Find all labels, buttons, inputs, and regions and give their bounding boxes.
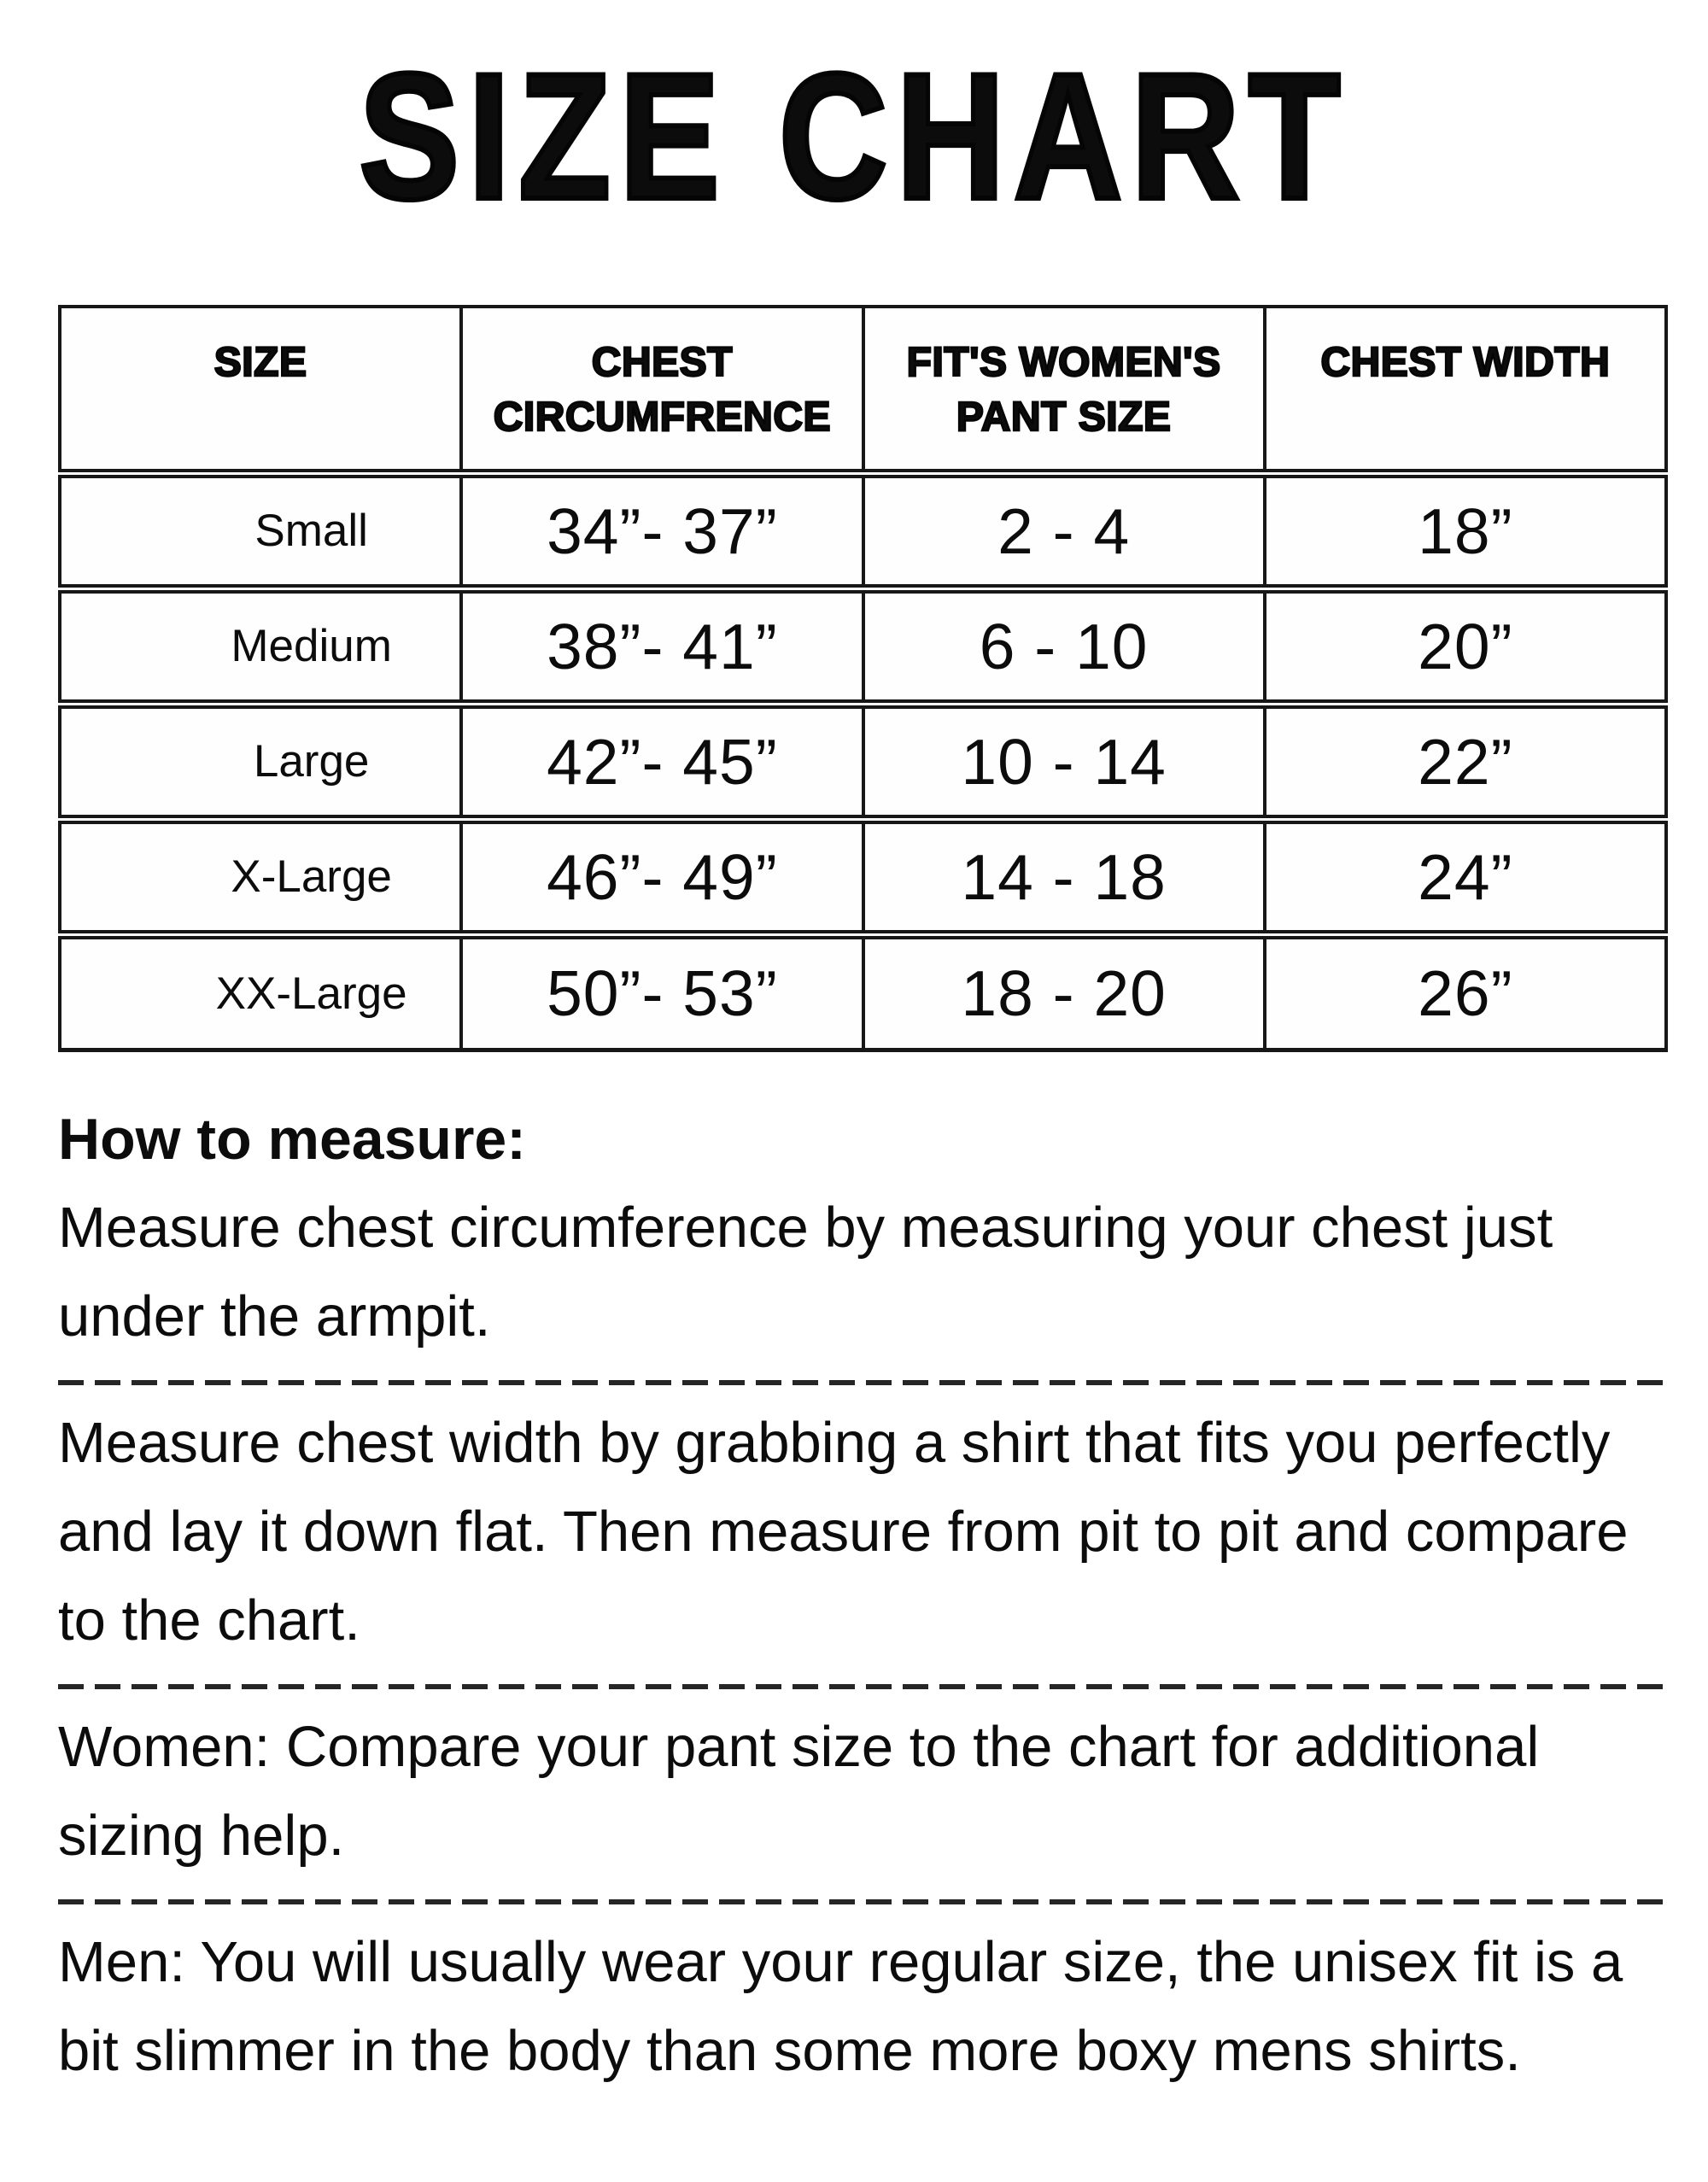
size-chart-body: Small 34”- 37” 2 - 4 18” Medium 38”- 41”… bbox=[57, 471, 1669, 1052]
chest-width-cell: 26” bbox=[1262, 933, 1669, 1052]
instruction-chest-width: Measure chest width by grabbing a shirt … bbox=[58, 1410, 1629, 1653]
table-row-xx-large: XX-Large 50”- 53” 18 - 20 26” bbox=[57, 933, 1669, 1052]
chest-circumference-cell: 50”- 53” bbox=[459, 933, 865, 1052]
table-row-x-large: X-Large 46”- 49” 14 - 18 24” bbox=[57, 817, 1669, 939]
pant-size-cell: 18 - 20 bbox=[861, 933, 1266, 1052]
pant-size-cell: 10 - 14 bbox=[861, 702, 1266, 824]
size-cell: XX-Large bbox=[57, 933, 464, 1052]
size-chart-header: SIZE CHEST CIRCUMFRENCE FIT'S WOMEN'S PA… bbox=[57, 305, 1669, 478]
chest-width-cell: 18” bbox=[1262, 471, 1669, 594]
col-header-pant-size: FIT'S WOMEN'S PANT SIZE bbox=[861, 305, 1266, 478]
measuring-instructions: How to measure: Measure chest circumfere… bbox=[58, 1095, 1672, 2096]
chest-width-cell: 22” bbox=[1262, 702, 1669, 824]
size-cell: X-Large bbox=[57, 817, 464, 939]
col-header-chest-width: CHEST WIDTH bbox=[1262, 305, 1669, 478]
table-row-large: Large 42”- 45” 10 - 14 22” bbox=[57, 702, 1669, 824]
chest-circumference-cell: 38”- 41” bbox=[459, 587, 865, 709]
instruction-women: Women: Compare your pant size to the cha… bbox=[58, 1714, 1540, 1868]
chest-circumference-cell: 34”- 37” bbox=[459, 471, 865, 594]
pant-size-cell: 6 - 10 bbox=[861, 587, 1266, 709]
size-cell: Small bbox=[57, 471, 464, 594]
how-to-measure-heading: How to measure: bbox=[58, 1106, 526, 1172]
instruction-men: Men: You will usually wear your regular … bbox=[58, 1929, 1623, 2083]
chest-width-cell: 20” bbox=[1262, 587, 1669, 709]
size-cell: Medium bbox=[57, 587, 464, 709]
page-title: SIZE CHART bbox=[0, 36, 1708, 237]
header-row: SIZE CHEST CIRCUMFRENCE FIT'S WOMEN'S PA… bbox=[57, 305, 1669, 478]
dashed-divider bbox=[58, 1683, 1672, 1689]
table-row-medium: Medium 38”- 41” 6 - 10 20” bbox=[57, 587, 1669, 709]
chest-width-cell: 24” bbox=[1262, 817, 1669, 939]
size-chart-table: SIZE CHEST CIRCUMFRENCE FIT'S WOMEN'S PA… bbox=[57, 305, 1669, 1052]
col-header-chest-circumference: CHEST CIRCUMFRENCE bbox=[459, 305, 865, 478]
dashed-divider bbox=[58, 1379, 1672, 1385]
pant-size-cell: 2 - 4 bbox=[861, 471, 1266, 594]
pant-size-cell: 14 - 18 bbox=[861, 817, 1266, 939]
instruction-chest-circumference: Measure chest circumference by measuring… bbox=[58, 1195, 1553, 1348]
table-row-small: Small 34”- 37” 2 - 4 18” bbox=[57, 471, 1669, 594]
size-cell: Large bbox=[57, 702, 464, 824]
chest-circumference-cell: 46”- 49” bbox=[459, 817, 865, 939]
chest-circumference-cell: 42”- 45” bbox=[459, 702, 865, 824]
page-title-text: SIZE CHART bbox=[357, 36, 1349, 237]
col-header-size: SIZE bbox=[57, 305, 464, 478]
dashed-divider bbox=[58, 1898, 1672, 1904]
